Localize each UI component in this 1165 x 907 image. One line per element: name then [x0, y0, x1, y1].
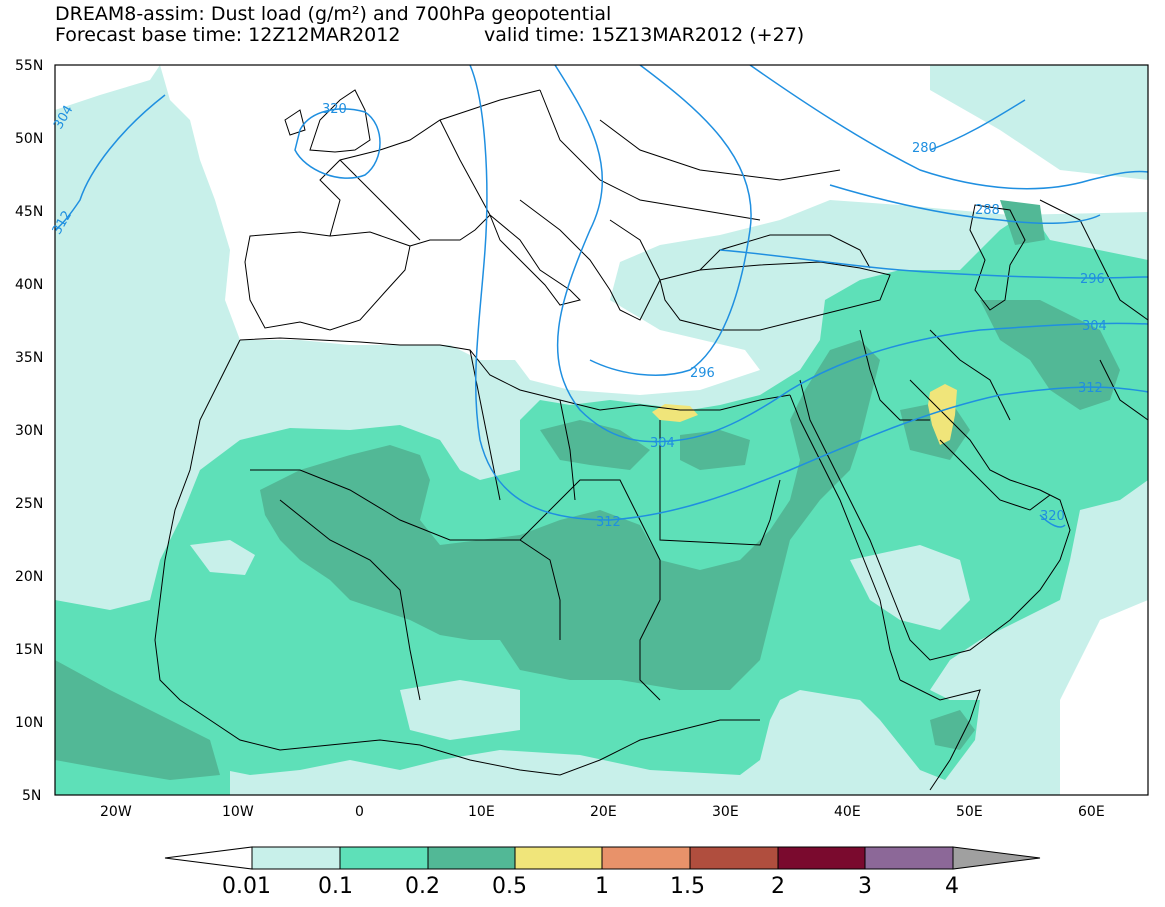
lon-label-40e: 40E: [834, 804, 861, 820]
map-plot-area: [55, 65, 1148, 795]
lat-label-5n: 5N: [22, 788, 41, 804]
map-frame: [54, 64, 1149, 796]
lon-label-20e: 20E: [590, 804, 617, 820]
lat-label-30n: 30N: [15, 423, 43, 439]
contour-label: 304: [1082, 319, 1107, 334]
longitude-axis: 20W 10W 0 10E 20E 30E 40E 50E 60E: [100, 804, 1105, 820]
colorbar-swatch: [251, 846, 341, 870]
colorbar: 0.01 0.1 0.2 0.5 1 1.5 2 3 4: [164, 846, 1041, 899]
lat-label-50n: 50N: [15, 131, 43, 147]
coastlines: [154, 89, 1148, 791]
colorbar-label: 1.5: [670, 874, 705, 899]
colorbar-label: 0.5: [492, 874, 527, 899]
colorbar-label: 3: [858, 874, 872, 899]
lon-label-50e: 50E: [956, 804, 983, 820]
lon-label-60e: 60E: [1078, 804, 1105, 820]
dust-layer-dark: [260, 340, 880, 690]
contour-label: 312: [1078, 381, 1103, 396]
contour-label: 312: [596, 515, 621, 530]
lon-label-10w: 10W: [222, 804, 254, 820]
lat-label-10n: 10N: [15, 715, 43, 731]
forecast-base-time: Forecast base time: 12Z12MAR2012: [55, 24, 401, 46]
colorbar-label: 0.1: [318, 874, 353, 899]
lon-label-0: 0: [355, 804, 364, 820]
lat-label-40n: 40N: [15, 277, 43, 293]
lon-label-30e: 30E: [712, 804, 739, 820]
contour-label: 296: [1080, 272, 1105, 287]
lat-label-25n: 25N: [15, 496, 43, 512]
contour-label: 320: [322, 102, 347, 117]
colorbar-swatch: [427, 846, 516, 870]
colorbar-low-arrow: [164, 846, 253, 870]
contour-label: 280: [912, 141, 937, 156]
latitude-axis: 55N 50N 45N 40N 35N 30N 25N 20N 15N 10N …: [15, 58, 43, 804]
contour-label-group: 304 312 320 280 288 296 304 312 320 296 …: [50, 102, 1107, 530]
colorbar-label: 0.2: [405, 874, 440, 899]
dust-layer-yellow-egypt: [652, 404, 698, 422]
lon-label-20w: 20W: [100, 804, 132, 820]
colorbar-label: 4: [945, 874, 959, 899]
contour-label: 296: [690, 366, 715, 381]
colorbar-label: 2: [771, 874, 785, 899]
lat-label-20n: 20N: [15, 569, 43, 585]
colorbar-swatch: [689, 846, 779, 870]
colorbar-high-arrow: [952, 846, 1041, 870]
lat-label-15n: 15N: [15, 642, 43, 658]
colorbar-swatch: [777, 846, 866, 870]
lon-label-10e: 10E: [468, 804, 495, 820]
lat-label-35n: 35N: [15, 350, 43, 366]
valid-time: valid time: 15Z13MAR2012 (+27): [484, 24, 805, 46]
map-title: DREAM8-assim: Dust load (g/m²) and 700hP…: [55, 3, 612, 25]
contour-label: 304: [650, 436, 675, 451]
colorbar-label: 1: [595, 874, 609, 899]
colorbar-swatch: [339, 846, 429, 870]
colorbar-label: 0.01: [222, 874, 271, 899]
colorbar-swatch: [864, 846, 954, 870]
no-dust-europe: [160, 65, 1148, 395]
lat-label-55n: 55N: [15, 58, 43, 74]
contour-label: 320: [1040, 509, 1065, 524]
geopotential-contours: [55, 65, 1148, 528]
dust-layer-yellow-iraq: [928, 384, 957, 445]
lat-label-45n: 45N: [15, 204, 43, 220]
contour-label: 288: [975, 203, 1000, 218]
colorbar-swatch: [514, 846, 603, 870]
colorbar-swatch: [601, 846, 691, 870]
